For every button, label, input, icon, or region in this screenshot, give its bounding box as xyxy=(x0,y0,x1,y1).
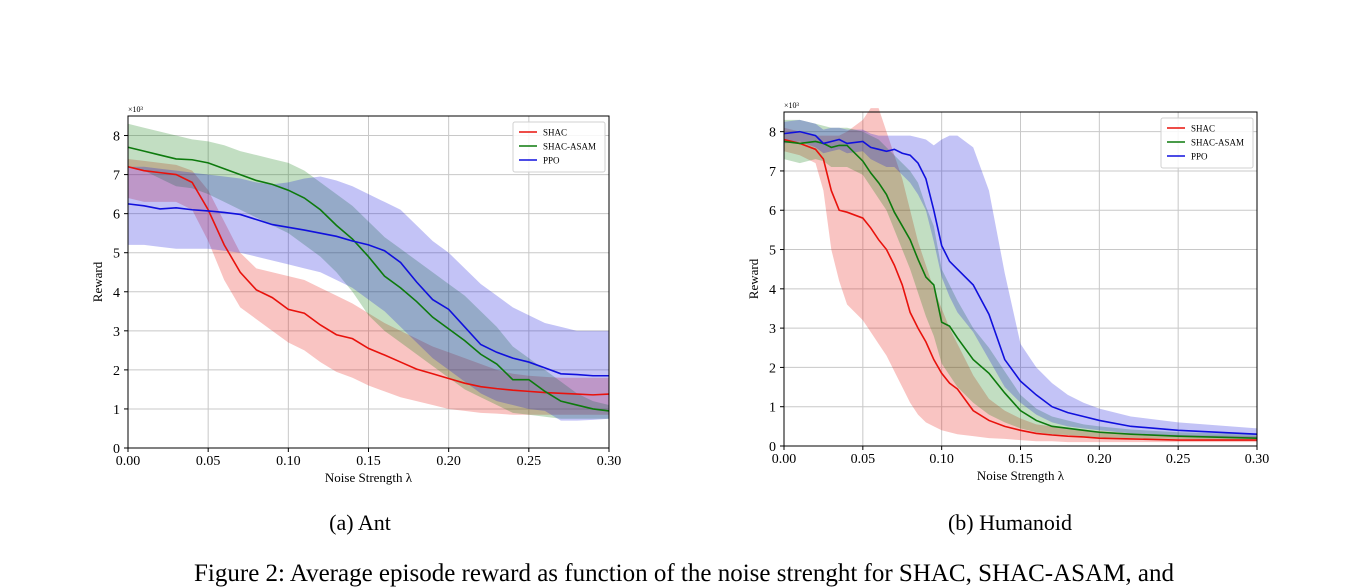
chart-humanoid-xtick-label-3: 0.15 xyxy=(1008,452,1033,467)
chart-ant-legend-label-shac-asam: SHAC-ASAM xyxy=(543,142,596,152)
chart-humanoid-xtick-label-2: 0.10 xyxy=(929,452,954,467)
chart-ant-line-shac-asam xyxy=(127,146,610,412)
chart-humanoid-band-shac-asam xyxy=(784,119,1257,441)
chart-ant-ytick-label-1: 1 xyxy=(113,403,120,418)
chart-humanoid-xtick-label-5: 0.25 xyxy=(1166,452,1191,467)
chart-humanoid-y-multiplier: ×10³ xyxy=(784,101,800,110)
chart-ant-xtick-label-6: 0.30 xyxy=(597,454,622,469)
chart-humanoid-line-shac xyxy=(783,138,1257,441)
chart-humanoid-ytick-label-0: 0 xyxy=(769,440,776,455)
chart-ant-ytick-label-8: 8 xyxy=(113,130,120,145)
chart-humanoid-xlabel: Noise Strength λ xyxy=(977,468,1065,483)
chart-ant-band-shac-asam xyxy=(128,123,609,419)
chart-humanoid-ytick-label-4: 4 xyxy=(769,283,776,298)
chart-ant-xtick-label-1: 0.05 xyxy=(196,454,221,469)
chart-humanoid-ylabel: Reward xyxy=(746,258,761,299)
chart-ant-band-shac xyxy=(128,158,609,415)
chart-humanoid-legend-label-shac-asam: SHAC-ASAM xyxy=(1191,138,1244,148)
chart-ant-xtick-label-0: 0.00 xyxy=(116,454,141,469)
subcaption-ant: (a) Ant xyxy=(329,510,391,535)
chart-ant-ytick-label-0: 0 xyxy=(113,442,120,457)
chart-ant-ytick-label-4: 4 xyxy=(113,286,120,301)
chart-ant-line-shac xyxy=(127,165,610,396)
chart-humanoid-xtick-label-6: 0.30 xyxy=(1245,452,1270,467)
chart-ant-ytick-label-6: 6 xyxy=(113,208,120,223)
figure-caption: Figure 2: Average episode reward as func… xyxy=(194,560,1174,587)
chart-humanoid-line-ppo xyxy=(783,130,1258,436)
chart-ant-ytick-label-7: 7 xyxy=(113,169,120,184)
chart-humanoid-xtick-label-1: 0.05 xyxy=(851,452,876,467)
chart-humanoid-band-ppo xyxy=(784,119,1257,439)
chart-ant-xtick-label-2: 0.10 xyxy=(276,454,301,469)
chart-humanoid-line-shac-asam xyxy=(783,140,1258,439)
chart-humanoid-xtick-label-4: 0.20 xyxy=(1087,452,1112,467)
chart-humanoid-legend-label-ppo: PPO xyxy=(1191,152,1208,162)
chart-ant-ytick-label-3: 3 xyxy=(113,325,120,340)
chart-humanoid-ytick-label-3: 3 xyxy=(769,322,776,337)
chart-ant-y-multiplier: ×10³ xyxy=(128,105,144,114)
chart-humanoid-ytick-label-8: 8 xyxy=(769,126,776,141)
ant-chart: 0.00 0.05 0.10 0.15 0.20 0.25 0.30 0 1 2 3 4 5 6 7 8 ×10… xyxy=(80,90,640,490)
chart-ant-ytick-label-2: 2 xyxy=(113,364,120,379)
chart-ant-xtick-label-3: 0.15 xyxy=(356,454,381,469)
chart-humanoid-ytick-label-5: 5 xyxy=(769,244,776,259)
chart-humanoid-legend-label-shac: SHAC xyxy=(1191,124,1215,134)
chart-ant-ylabel: Reward xyxy=(90,261,105,302)
chart-ant-xtick-label-5: 0.25 xyxy=(517,454,542,469)
chart-ant-xtick-label-4: 0.20 xyxy=(436,454,461,469)
chart-humanoid-band-shac xyxy=(784,108,1257,443)
chart-ant-band-ppo xyxy=(128,166,609,421)
chart-humanoid-ytick-label-7: 7 xyxy=(769,165,776,180)
chart-humanoid-ytick-label-6: 6 xyxy=(769,204,776,219)
humanoid-chart: 0.00 0.05 0.10 0.15 0.20 0.25 0.30 0 1 2 3 4 5 6 7 8 ×10… xyxy=(735,96,1295,490)
subcaption-humanoid: (b) Humanoid xyxy=(947,510,1073,535)
chart-humanoid-xtick-label-0: 0.00 xyxy=(772,452,797,467)
chart-ant-ytick-label-5: 5 xyxy=(113,247,120,262)
ant-chart-svg: 0.00 0.05 0.10 0.15 0.20 0.25 0.30 0 1 2 3 4 5 6 7 8 ×10… xyxy=(90,105,622,485)
chart-humanoid-ytick-label-2: 2 xyxy=(769,361,776,376)
chart-ant-legend-label-ppo: PPO xyxy=(543,156,560,166)
chart-ant-line-ppo xyxy=(127,203,609,377)
chart-ant-xlabel: Noise Strength λ xyxy=(325,470,413,485)
humanoid-chart-svg: 0.00 0.05 0.10 0.15 0.20 0.25 0.30 0 1 2 3 4 5 6 7 8 ×10… xyxy=(746,101,1270,483)
chart-humanoid-ytick-label-1: 1 xyxy=(769,401,776,416)
chart-ant-legend-label-shac: SHAC xyxy=(543,128,567,138)
